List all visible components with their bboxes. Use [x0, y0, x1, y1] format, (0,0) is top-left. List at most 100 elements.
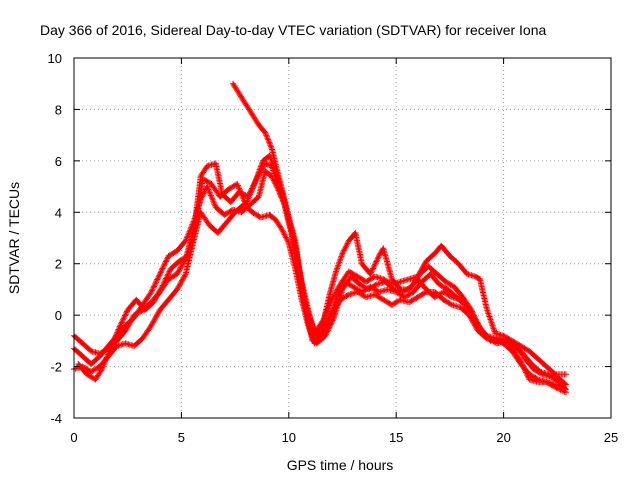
plot-frame — [73, 57, 612, 419]
data-point — [268, 154, 271, 157]
data-point — [324, 334, 327, 337]
data-point — [169, 268, 172, 270]
data-point — [133, 314, 135, 316]
data-point — [444, 280, 447, 283]
data-point — [485, 306, 488, 309]
y-tick-label: -4 — [50, 411, 62, 426]
data-point — [565, 373, 567, 376]
data-point — [438, 283, 441, 286]
data-point — [184, 239, 187, 242]
data-point — [554, 383, 556, 386]
data-point — [511, 350, 513, 352]
y-tick-label: 10 — [48, 51, 62, 66]
data-point — [159, 309, 161, 311]
data-point — [159, 273, 161, 275]
data-point — [303, 296, 305, 298]
data-point — [109, 347, 112, 350]
y-tick-label: 2 — [55, 257, 62, 272]
data-point — [391, 304, 393, 306]
y-tick-label: 0 — [55, 308, 62, 323]
data-point — [262, 160, 264, 162]
data-point — [223, 214, 226, 216]
data-point — [236, 183, 238, 185]
data-point — [554, 373, 556, 376]
data-point — [339, 283, 342, 286]
data-point — [365, 280, 367, 283]
series-track-5 — [230, 80, 567, 391]
data-point — [348, 293, 350, 296]
data-point — [322, 329, 325, 332]
data-point — [99, 352, 101, 355]
data-point — [227, 188, 230, 190]
y-tick-label: 8 — [55, 102, 62, 117]
y-tick-label: 6 — [55, 154, 62, 169]
data-point — [141, 337, 144, 340]
data-point — [178, 260, 181, 262]
data-point — [339, 298, 342, 301]
data-point — [378, 291, 380, 293]
data-point — [479, 278, 481, 280]
data-point — [328, 293, 331, 296]
data-point — [275, 219, 277, 221]
data-point — [449, 255, 451, 257]
data-point — [124, 329, 127, 332]
data-point — [249, 203, 251, 206]
data-point — [494, 332, 496, 334]
data-point — [81, 342, 84, 345]
data-point — [264, 170, 267, 172]
data-point — [513, 345, 516, 347]
data-point — [217, 232, 219, 234]
data-point — [232, 208, 234, 211]
data-point — [393, 288, 395, 291]
data-point — [176, 250, 178, 252]
grid-lines — [74, 58, 611, 418]
data-point — [101, 368, 103, 370]
data-point — [298, 270, 301, 273]
data-point — [354, 232, 357, 234]
data-point — [232, 82, 234, 85]
data-point — [440, 244, 443, 247]
data-point — [307, 311, 309, 314]
data-point — [408, 278, 410, 280]
data-point — [176, 273, 178, 275]
data-point — [81, 355, 84, 358]
data-point — [466, 273, 468, 275]
data-point — [408, 288, 410, 291]
data-point — [520, 363, 522, 365]
data-point — [331, 311, 333, 314]
data-point — [434, 296, 436, 298]
data-point — [206, 185, 208, 188]
data-point — [152, 301, 155, 304]
data-point — [283, 198, 286, 201]
data-point — [245, 203, 247, 206]
data-point — [412, 291, 415, 293]
data-point — [562, 386, 565, 388]
data-point — [352, 286, 355, 288]
y-axis-ticks: -4 -2 0 2 4 6 8 10 — [48, 51, 611, 426]
data-point — [90, 350, 92, 352]
x-axis-ticks: 0 5 10 15 20 25 — [70, 58, 618, 445]
data-point — [77, 363, 80, 365]
data-point — [225, 221, 228, 224]
x-tick-label: 25 — [604, 430, 618, 445]
data-point — [341, 288, 344, 291]
data-point — [240, 211, 243, 214]
chart-title: Day 366 of 2016, Sidereal Day-to-day VTE… — [40, 22, 547, 38]
data-point — [373, 293, 376, 296]
data-point — [311, 324, 314, 327]
series-track-4 — [75, 152, 569, 383]
data-point — [485, 334, 488, 337]
data-point — [457, 262, 460, 265]
data-point — [167, 298, 170, 301]
data-point — [447, 288, 449, 291]
data-point — [348, 239, 350, 242]
data-point — [118, 327, 120, 329]
data-point — [399, 280, 402, 283]
x-axis-label: GPS time / hours — [287, 457, 394, 473]
data-point — [399, 298, 402, 301]
data-point — [416, 296, 419, 298]
data-point — [522, 352, 524, 355]
data-point — [238, 93, 241, 95]
data-point — [90, 363, 92, 365]
data-point — [502, 334, 505, 337]
